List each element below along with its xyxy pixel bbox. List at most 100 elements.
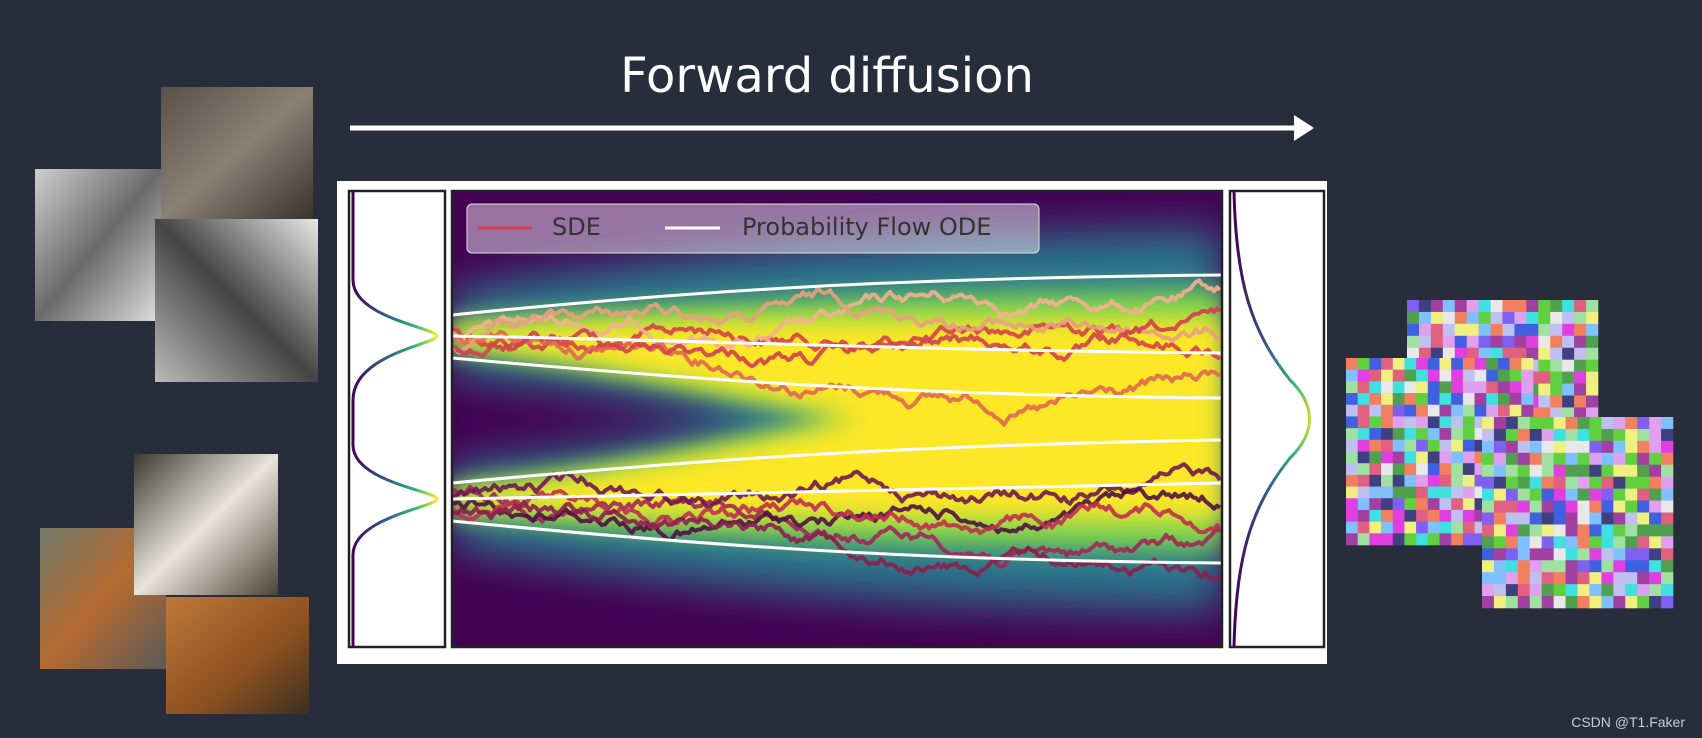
noise-pixel (1577, 464, 1590, 477)
noise-pixel (1649, 488, 1662, 501)
noise-pixel (1613, 572, 1626, 585)
noise-pixel (1505, 572, 1519, 585)
trajectory (452, 278, 1222, 352)
noise-pixel (1553, 584, 1566, 597)
noise-pixel (1466, 300, 1479, 313)
noise-pixel (1538, 323, 1551, 337)
noise-pixel (1462, 474, 1475, 487)
noise-pixel (1529, 536, 1542, 549)
noise-pixel (1439, 509, 1452, 522)
noise-pixel (1451, 439, 1464, 452)
left-density-curve (351, 191, 439, 647)
noise-pixel (1517, 536, 1531, 549)
noise-pixel (1649, 548, 1662, 561)
noise-pixel (1416, 369, 1429, 382)
noise-pixel (1369, 463, 1382, 476)
noise-pixel (1439, 416, 1452, 429)
noise-pixel (1637, 500, 1650, 513)
noise-pixel (1392, 509, 1405, 522)
noise-pixel (1346, 393, 1358, 406)
noise-pixel (1462, 393, 1475, 406)
noise-pixel (1637, 428, 1650, 442)
noise-pixel (1381, 428, 1394, 441)
noise-pixel (1550, 383, 1563, 396)
noise-pixel (1538, 383, 1551, 396)
noise-pixel (1474, 404, 1487, 417)
noise-pixel (1502, 335, 1515, 349)
noise-pixel (1346, 533, 1358, 546)
noise-pixel (1649, 536, 1662, 549)
noise-pixel (1404, 428, 1417, 441)
cat-images (35, 87, 318, 382)
noise-pixel (1553, 572, 1566, 585)
cat-image (161, 87, 313, 219)
noise-pixel (1346, 439, 1358, 452)
noise-pixel (1346, 428, 1358, 441)
noise-pixel (1613, 452, 1626, 466)
noise-pixel (1439, 451, 1452, 464)
noise-pixel (1565, 596, 1578, 609)
noise-pixel (1613, 584, 1626, 597)
noise-pixel (1418, 335, 1432, 349)
noise-pixel (1529, 572, 1542, 585)
noise-pixel (1541, 452, 1554, 466)
noise-pixel (1517, 440, 1531, 454)
noise-pixel (1574, 395, 1587, 408)
noise-pixel (1625, 548, 1638, 561)
dog-image (166, 597, 309, 714)
noise-pixel (1462, 428, 1475, 441)
noise-pixel (1562, 323, 1575, 337)
noise-pixel (1451, 521, 1464, 534)
noise-pixel (1427, 358, 1440, 370)
noise-pixel (1517, 596, 1531, 609)
noise-pixel (1625, 452, 1638, 466)
noise-pixel (1478, 347, 1491, 360)
noise-pixel (1407, 335, 1420, 349)
noise-pixel (1550, 300, 1563, 313)
noise-pixel (1474, 451, 1487, 464)
noise-pixel (1427, 439, 1440, 452)
noise-pixel (1357, 439, 1370, 452)
noise-pixel (1474, 486, 1487, 499)
noise-pixel (1649, 500, 1662, 513)
noise-pixel (1381, 404, 1394, 417)
noise-pixel (1601, 584, 1614, 597)
noise-pixel (1661, 500, 1674, 513)
noise-pixel (1577, 584, 1590, 597)
noise-pixel (1613, 476, 1626, 489)
noise-pixel (1565, 500, 1578, 513)
noise-pixel (1514, 335, 1527, 349)
noise-pixel (1451, 393, 1464, 406)
noise-pixel (1521, 381, 1534, 394)
noise-pixel (1553, 417, 1566, 430)
noise-pixel (1486, 393, 1499, 406)
noise-pixel (1649, 560, 1662, 573)
noise-pixel (1574, 407, 1587, 420)
noise-pixel (1553, 560, 1566, 573)
noise-pixel (1577, 548, 1590, 561)
noise-pixel (1550, 335, 1563, 349)
noise-pixel (1541, 500, 1554, 513)
noise-pixel (1381, 393, 1394, 406)
noise-pixel (1577, 596, 1590, 609)
noise-pixel (1625, 428, 1638, 442)
noise-pixel (1541, 560, 1554, 573)
noise-pixel (1430, 311, 1444, 325)
noise-pixel (1427, 393, 1440, 406)
noise-pixel (1541, 584, 1554, 597)
noise-pixel (1601, 500, 1614, 513)
noise-pixel (1586, 311, 1599, 325)
noise-pixel (1439, 463, 1452, 476)
noise-pixel (1589, 488, 1602, 501)
noise-pixel (1482, 428, 1495, 442)
noise-pixel (1493, 596, 1507, 609)
noise-pixel (1661, 476, 1674, 489)
noise-pixel (1482, 488, 1495, 501)
noise-pixel (1404, 463, 1417, 476)
noise-pixel (1613, 512, 1626, 525)
noise-pixel (1613, 417, 1626, 430)
noise-pixel (1661, 596, 1674, 609)
noise-pixel (1346, 509, 1358, 522)
noise-pixel (1541, 572, 1554, 585)
noise-pixel (1574, 335, 1587, 349)
